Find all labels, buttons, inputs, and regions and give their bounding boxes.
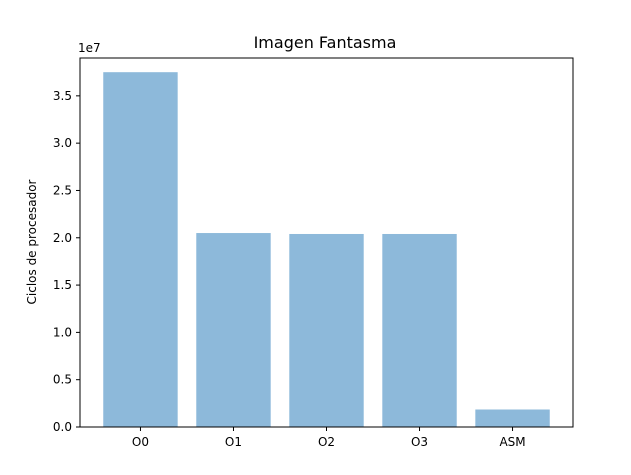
bar-o1 — [196, 233, 271, 427]
bar-o3 — [382, 233, 457, 427]
x-tick-label: O2 — [318, 435, 335, 449]
y-axis-offset-label: 1e7 — [78, 41, 101, 55]
x-tick-label: O0 — [132, 435, 149, 449]
x-tick-label: O1 — [225, 435, 242, 449]
chart-title: Imagen Fantasma — [254, 33, 397, 52]
y-tick-label: 3.5 — [53, 89, 72, 103]
y-tick-label: 3.0 — [53, 136, 72, 150]
bar-asm — [475, 409, 550, 427]
x-tick-label: O3 — [411, 435, 428, 449]
plot-frame — [79, 57, 574, 428]
y-tick-label: 1.5 — [53, 278, 72, 292]
y-axis-title: Ciclos de procesador — [25, 179, 39, 304]
bar-o0 — [103, 72, 178, 427]
y-tick-label: 1.0 — [53, 325, 72, 339]
y-ticks-group: 0.0 0.5 1.0 1.5 2.0 2.5 3.0 3.5 — [53, 89, 80, 434]
y-tick-label: 0.5 — [53, 373, 72, 387]
x-tick-label: ASM — [499, 435, 525, 449]
y-tick-label: 0.0 — [53, 420, 72, 434]
y-tick-label: 2.0 — [53, 231, 72, 245]
y-tick-label: 2.5 — [53, 183, 72, 197]
bar-o2 — [289, 233, 364, 427]
x-ticks-group: O0 O1 O2 O3 ASM — [132, 427, 526, 449]
bars-group — [103, 72, 550, 427]
